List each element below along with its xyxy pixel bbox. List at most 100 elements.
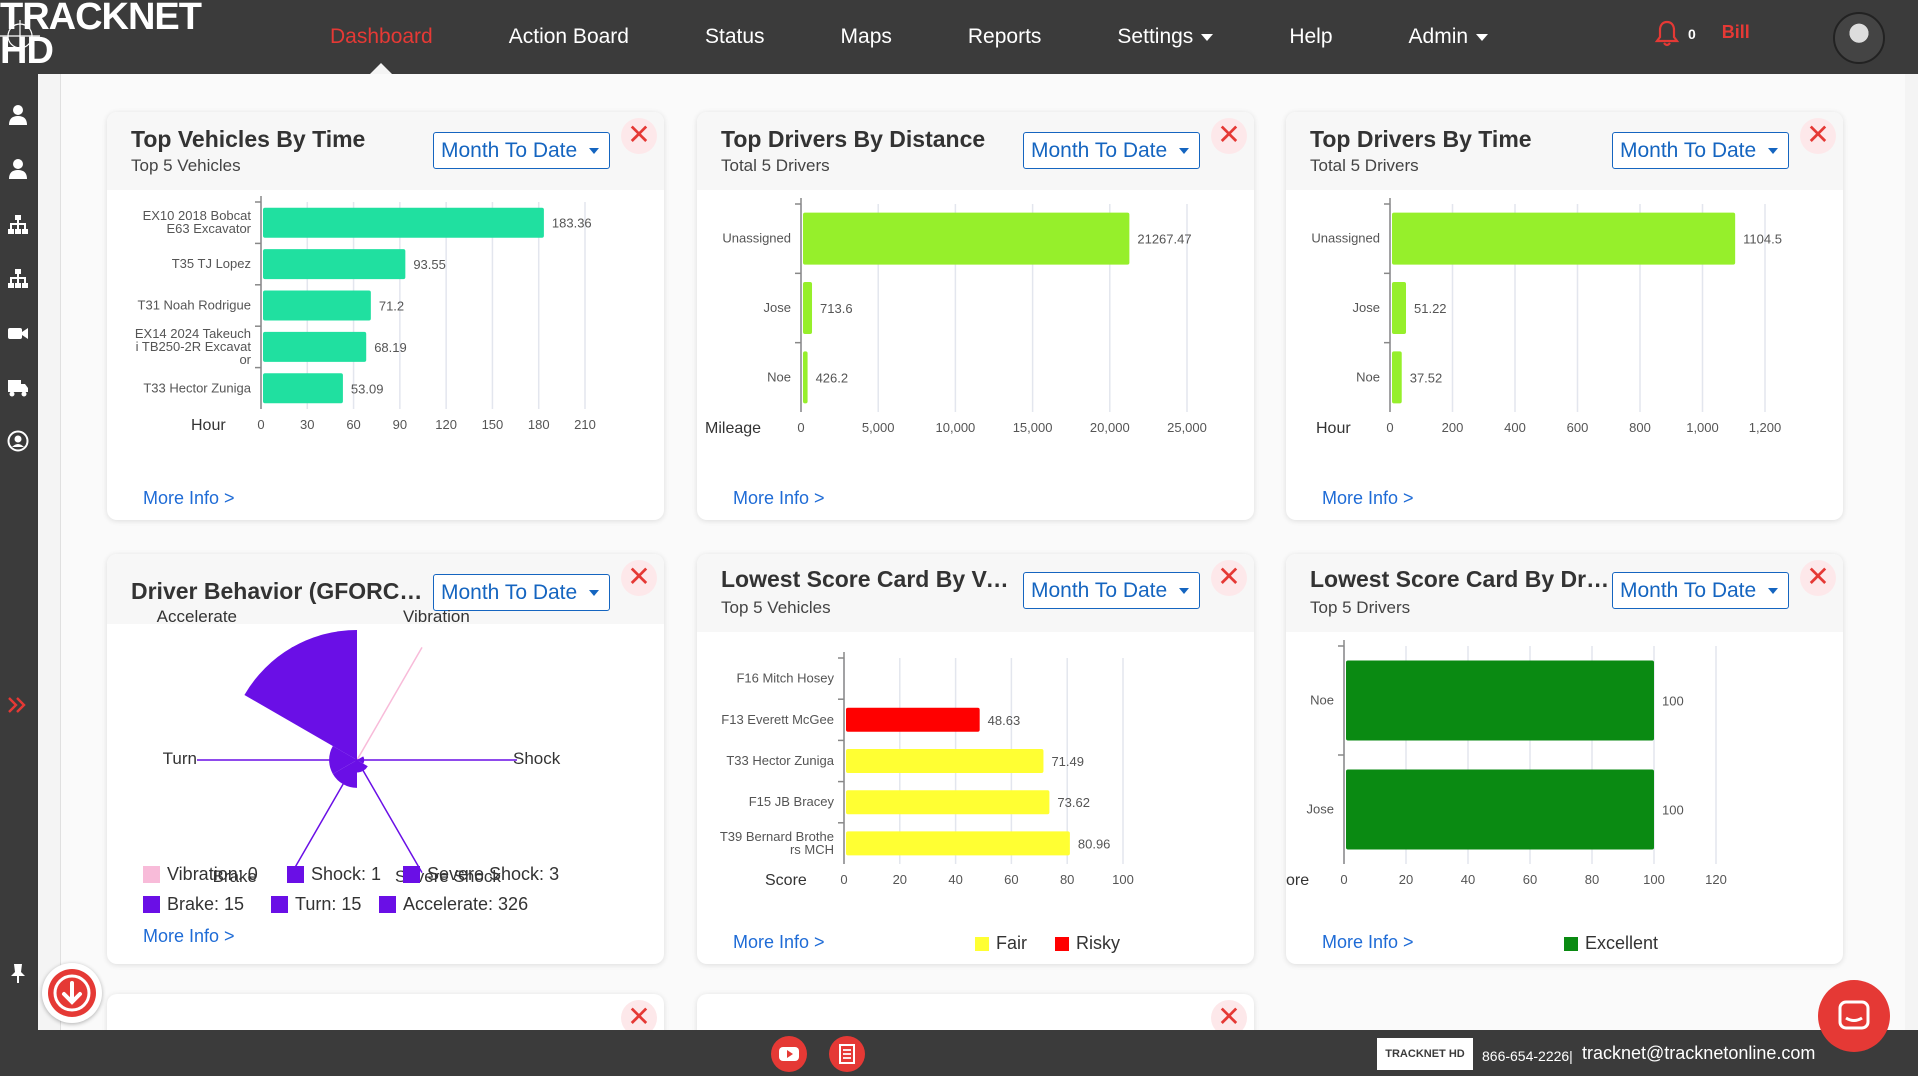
nav-item-reports[interactable]: Reports: [968, 0, 1042, 74]
driver-behavior-polar-chart: Accelerate Vibration Shock Severe Shock Brak…: [157, 607, 561, 886]
scroll-down-button[interactable]: [42, 963, 102, 1023]
period-dropdown[interactable]: Month To Date: [1612, 572, 1789, 609]
bell-icon[interactable]: [1654, 20, 1680, 48]
legend-item[interactable]: Shock: 1: [287, 864, 381, 885]
legend-item[interactable]: Accelerate: 326: [379, 894, 528, 915]
user-avatar[interactable]: [1833, 12, 1885, 64]
document-icon[interactable]: [829, 1036, 865, 1072]
nav-item-help[interactable]: Help: [1289, 0, 1332, 74]
nav-item-status[interactable]: Status: [705, 0, 765, 74]
bar[interactable]: [263, 207, 544, 238]
period-dropdown[interactable]: Month To Date: [1612, 132, 1789, 169]
category-label: Jose: [1353, 300, 1380, 315]
app-logo[interactable]: TRACKNET HD: [0, 0, 240, 70]
nav-item-label: Admin: [1408, 25, 1469, 48]
period-value: Month To Date: [1620, 138, 1757, 162]
x-axis-label: Hour: [1316, 420, 1351, 437]
nav-item-maps[interactable]: Maps: [841, 0, 892, 74]
bar[interactable]: [803, 282, 813, 334]
tick-label: 150: [482, 417, 504, 432]
user-name[interactable]: Bill: [1721, 21, 1750, 42]
more-info-link[interactable]: More Info >: [733, 488, 825, 508]
bar[interactable]: [803, 351, 808, 404]
nav-item-dashboard[interactable]: Dashboard: [330, 0, 433, 74]
bar[interactable]: [1346, 769, 1654, 850]
bar[interactable]: [1346, 660, 1654, 741]
camera-icon[interactable]: [7, 322, 29, 344]
org-chart-icon[interactable]: [7, 214, 29, 236]
polar-sector[interactable]: [357, 760, 368, 773]
chat-button[interactable]: [1818, 980, 1890, 1052]
legend-swatch: [1564, 936, 1578, 951]
pin-icon[interactable]: [7, 962, 29, 984]
nav-item-label: Reports: [967, 25, 1042, 48]
polar-sector[interactable]: [244, 630, 357, 760]
more-info-link[interactable]: More Info >: [1322, 488, 1414, 508]
legend-item[interactable]: Vibration: 0: [143, 864, 258, 885]
nav-item-settings[interactable]: Settings: [1117, 0, 1214, 74]
legend-item[interactable]: Severe Shock: 3: [403, 864, 559, 885]
truck-icon[interactable]: [7, 376, 29, 398]
period-dropdown[interactable]: Month To Date: [433, 574, 610, 611]
tick-label: 90: [393, 417, 407, 432]
user-icon[interactable]: [7, 104, 29, 126]
bar[interactable]: [263, 249, 406, 280]
bar[interactable]: [263, 373, 343, 404]
category-label: T33 Hector Zuniga: [726, 753, 834, 768]
legend-item[interactable]: Fair: [975, 933, 1027, 954]
close-icon[interactable]: ✕: [621, 1000, 657, 1030]
nav-item-admin[interactable]: Admin: [1409, 0, 1489, 74]
polar-sector[interactable]: [329, 746, 357, 774]
bar[interactable]: [1392, 351, 1402, 404]
youtube-icon[interactable]: [771, 1036, 807, 1072]
bar[interactable]: [1392, 282, 1407, 334]
bar[interactable]: [263, 290, 371, 321]
bar[interactable]: [846, 790, 1050, 815]
tick-label: 210: [574, 417, 596, 432]
legend-swatch: [1055, 936, 1069, 951]
legend-item[interactable]: Turn: 15: [271, 894, 361, 915]
bar[interactable]: [1392, 212, 1736, 265]
bar[interactable]: [803, 212, 1130, 265]
data-label: 68.19: [374, 340, 407, 355]
more-info-link[interactable]: More Info >: [143, 488, 235, 508]
legend-item[interactable]: Excellent: [1564, 933, 1658, 954]
account-circle-icon[interactable]: [7, 430, 29, 452]
legend-item[interactable]: Risky: [1055, 933, 1120, 954]
close-icon[interactable]: ✕: [1211, 118, 1247, 154]
notifications[interactable]: 0 Bill: [1654, 20, 1750, 48]
polar-sector[interactable]: [357, 756, 365, 764]
legend-label: Severe Shock: 3: [427, 864, 560, 884]
bar[interactable]: [846, 749, 1044, 773]
period-dropdown[interactable]: Month To Date: [1023, 572, 1200, 609]
more-info-link[interactable]: More Info >: [143, 926, 235, 946]
period-dropdown[interactable]: Month To Date: [1023, 132, 1200, 169]
double-chevron-icon[interactable]: [6, 694, 28, 716]
close-icon[interactable]: ✕: [1211, 1000, 1247, 1030]
legend-item[interactable]: Brake: 15: [143, 894, 244, 915]
period-dropdown[interactable]: Month To Date: [433, 132, 610, 169]
list-doc-icon: [839, 1044, 855, 1064]
bar[interactable]: [846, 831, 1070, 856]
nav-item-action-board[interactable]: Action Board: [509, 0, 629, 74]
close-icon[interactable]: ✕: [1211, 560, 1247, 596]
close-icon[interactable]: ✕: [1800, 118, 1836, 154]
card-subtitle: Top 5 Drivers: [1310, 598, 1411, 617]
bar[interactable]: [263, 331, 367, 362]
hierarchy-icon[interactable]: [7, 268, 29, 290]
top-drivers-time-chart: 0 200 400 600 800 1,000 1,200 Hour Unassigned 110…: [1311, 198, 1782, 437]
more-info-link[interactable]: More Info >: [733, 932, 825, 952]
polar-sector[interactable]: [332, 760, 357, 788]
close-icon[interactable]: ✕: [621, 560, 657, 596]
x-axis-label: Hour: [191, 417, 226, 434]
close-icon[interactable]: ✕: [621, 118, 657, 154]
category-label: or: [239, 352, 251, 367]
footer-email[interactable]: tracknet@tracknetonline.com: [1582, 1043, 1816, 1063]
more-info-link[interactable]: More Info >: [1322, 932, 1414, 952]
bar[interactable]: [846, 707, 980, 732]
users-icon[interactable]: [7, 158, 29, 180]
close-icon[interactable]: ✕: [1800, 560, 1836, 596]
card-subtitle: Top 5 Vehicles: [721, 598, 831, 617]
card-title: Top Drivers By Time: [1310, 126, 1532, 152]
card-header: Top Vehicles By Time Top 5 Vehicles Mont…: [107, 112, 664, 190]
